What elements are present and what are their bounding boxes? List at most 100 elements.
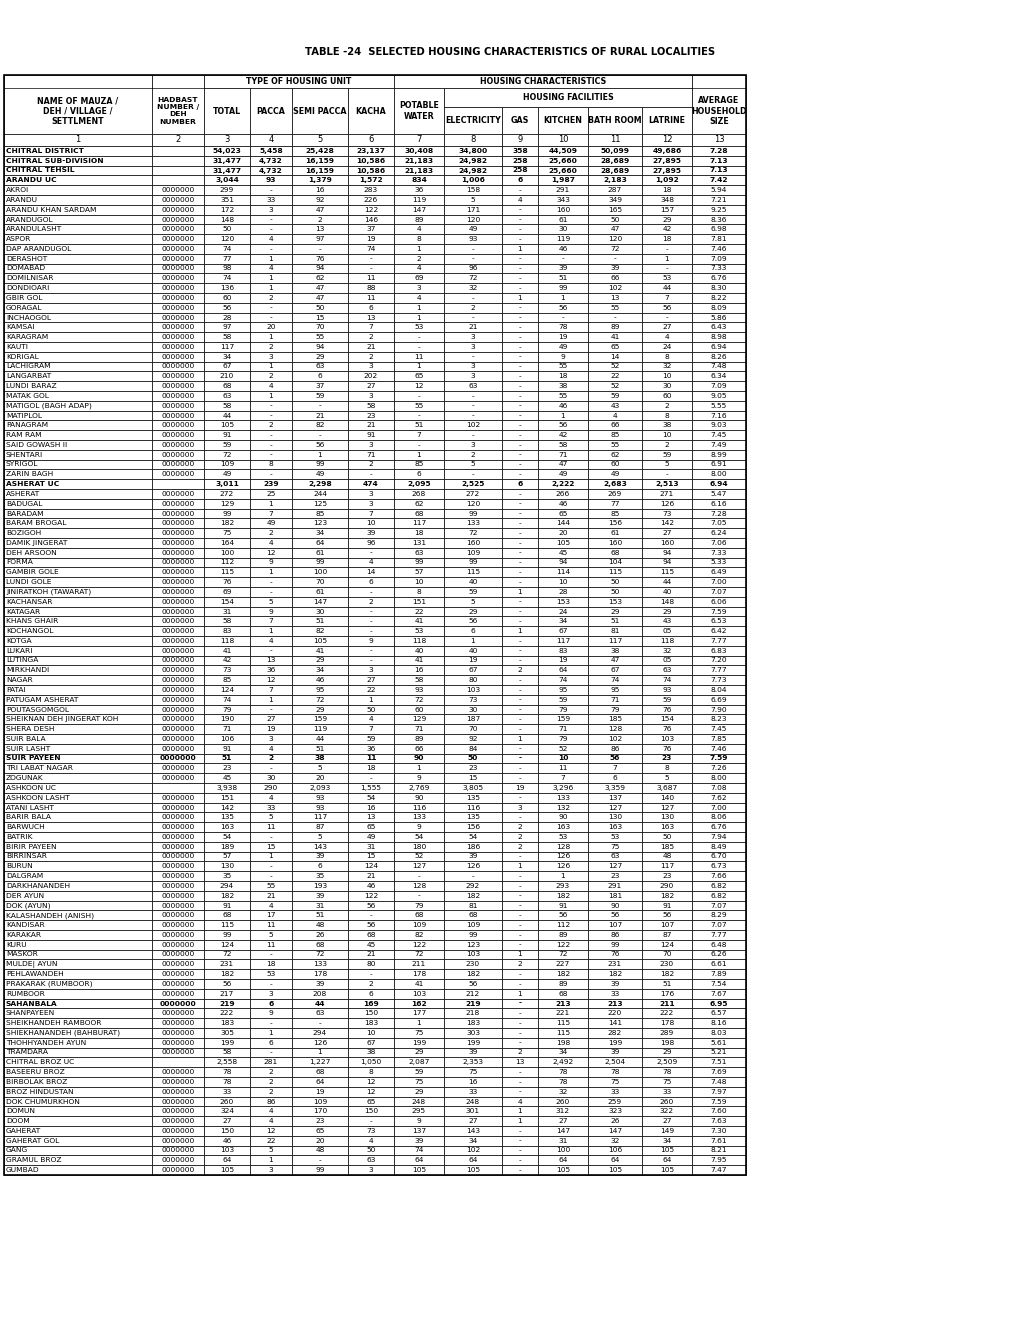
Bar — [152, 1067, 204, 1077]
Bar — [443, 508, 501, 519]
Bar — [501, 587, 537, 597]
Text: 29: 29 — [661, 609, 672, 614]
Text: 05: 05 — [661, 628, 672, 634]
Bar — [691, 1077, 745, 1087]
Bar — [250, 577, 291, 587]
Bar — [691, 400, 745, 411]
Text: 40: 40 — [661, 589, 672, 595]
Text: 130: 130 — [220, 863, 233, 870]
Text: 85: 85 — [609, 511, 620, 516]
Bar — [641, 862, 691, 871]
Bar — [204, 577, 250, 587]
Bar — [291, 499, 347, 508]
Bar — [204, 176, 250, 185]
Bar — [347, 156, 393, 166]
Text: KANDISAR: KANDISAR — [6, 922, 45, 928]
Bar — [393, 891, 443, 900]
Bar — [537, 283, 587, 293]
Bar — [443, 1077, 501, 1087]
Bar — [691, 793, 745, 802]
Text: 2,504: 2,504 — [604, 1059, 625, 1065]
Text: 39: 39 — [468, 1049, 477, 1056]
Text: 7.20: 7.20 — [710, 657, 727, 664]
Bar — [291, 88, 347, 134]
Bar — [393, 1156, 443, 1165]
Text: -: - — [518, 334, 521, 340]
Bar — [443, 773, 501, 783]
Bar — [347, 519, 393, 528]
Bar — [250, 88, 291, 134]
Text: 7.26: 7.26 — [710, 765, 727, 771]
Text: 1: 1 — [416, 305, 421, 311]
Text: 58: 58 — [222, 1049, 231, 1056]
Text: 21: 21 — [468, 325, 477, 330]
Text: 12: 12 — [366, 1089, 375, 1095]
Text: -: - — [518, 392, 521, 399]
Text: 301: 301 — [466, 1108, 480, 1115]
Text: 39: 39 — [315, 892, 324, 899]
Bar — [443, 557, 501, 568]
Bar — [537, 646, 587, 656]
Bar — [641, 508, 691, 519]
Bar — [291, 665, 347, 676]
Bar — [641, 665, 691, 676]
Bar — [204, 450, 250, 460]
Text: 71: 71 — [557, 452, 568, 458]
Text: 53: 53 — [609, 834, 619, 841]
Text: GRAMUL BROZ: GRAMUL BROZ — [6, 1157, 61, 1164]
Text: 9: 9 — [268, 609, 273, 614]
Bar — [204, 676, 250, 685]
Bar — [691, 1028, 745, 1037]
Text: 59: 59 — [222, 442, 231, 448]
Text: 4: 4 — [268, 383, 273, 390]
Text: KITCHEN: KITCHEN — [543, 116, 582, 125]
Bar — [250, 1019, 291, 1028]
Text: 0000000: 0000000 — [161, 765, 195, 771]
Text: THOHHYANDEH AYUN: THOHHYANDEH AYUN — [6, 1040, 87, 1045]
Text: 5: 5 — [268, 1148, 273, 1153]
Bar — [291, 1077, 347, 1087]
Bar — [152, 763, 204, 773]
Bar — [641, 577, 691, 587]
Bar — [501, 743, 537, 754]
Text: 26: 26 — [609, 1119, 620, 1124]
Bar — [393, 665, 443, 676]
Text: 9: 9 — [416, 825, 421, 830]
Bar — [291, 577, 347, 587]
Text: 3: 3 — [268, 354, 273, 359]
Bar — [347, 234, 393, 243]
Bar — [291, 254, 347, 263]
Text: 7.77: 7.77 — [710, 638, 727, 644]
Bar — [347, 469, 393, 479]
Bar — [152, 871, 204, 880]
Bar — [152, 185, 204, 196]
Bar — [250, 539, 291, 548]
Bar — [691, 979, 745, 988]
Bar — [250, 1136, 291, 1145]
Bar — [691, 1008, 745, 1019]
Bar — [250, 793, 291, 802]
Text: 182: 182 — [555, 971, 570, 978]
Bar — [291, 274, 347, 283]
Text: 7.59: 7.59 — [709, 755, 728, 762]
Bar — [691, 528, 745, 539]
Bar — [537, 196, 587, 205]
Bar — [152, 225, 204, 234]
Text: -: - — [518, 971, 521, 978]
Text: -: - — [518, 471, 521, 477]
Text: 7.30: 7.30 — [710, 1128, 727, 1134]
Bar — [501, 950, 537, 959]
Bar — [641, 499, 691, 508]
Bar — [347, 254, 393, 263]
Bar — [250, 773, 291, 783]
Text: 25,660: 25,660 — [548, 158, 577, 164]
Text: 2: 2 — [368, 334, 373, 340]
Bar — [204, 225, 250, 234]
Text: 99: 99 — [315, 1168, 324, 1173]
Bar — [204, 1057, 250, 1067]
Text: -: - — [518, 618, 521, 624]
Text: 69: 69 — [222, 589, 231, 595]
Text: -: - — [518, 217, 521, 222]
Text: 182: 182 — [659, 892, 674, 899]
Text: 7: 7 — [368, 511, 373, 516]
